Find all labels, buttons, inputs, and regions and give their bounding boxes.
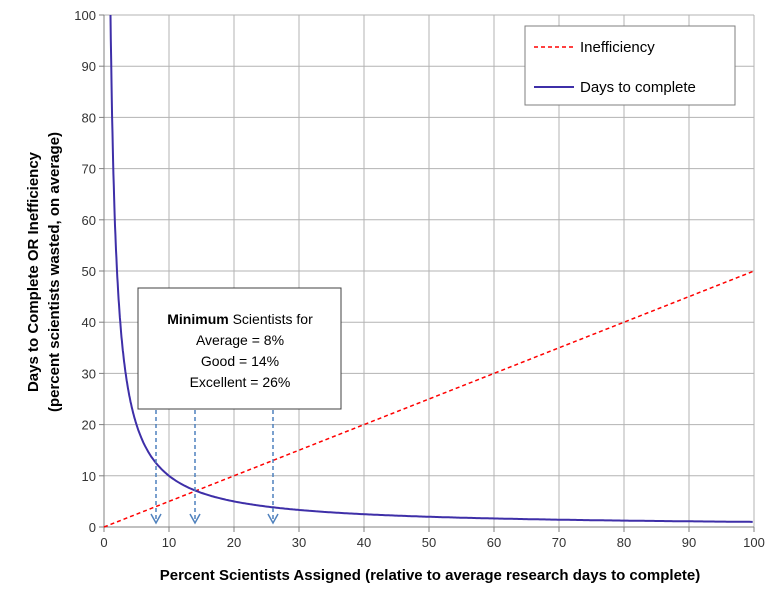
legend-label-inefficiency: Inefficiency	[580, 39, 655, 56]
annotation-box	[137, 287, 342, 410]
annotation-line-2: Average = 8%	[196, 332, 284, 348]
annotation-arrows	[150, 410, 279, 525]
y-tick-label: 100	[74, 8, 96, 23]
y-axis-title-line-1: Days to Complete OR Inefficiency	[25, 151, 42, 392]
annotation-line-1: Minimum Scientists for	[167, 311, 313, 327]
y-tick-label: 40	[82, 315, 96, 330]
y-tick-label: 0	[89, 520, 96, 535]
legend: Inefficiency Days to complete	[524, 25, 736, 106]
y-tick-label: 80	[82, 110, 96, 125]
x-tick-label: 70	[552, 535, 566, 550]
annotation-line-1-rest: Scientists for	[229, 311, 313, 327]
x-tick-label: 60	[487, 535, 501, 550]
x-tick-label: 0	[100, 535, 107, 550]
series-line-days-to-complete	[109, 14, 753, 523]
annotation-line-4: Excellent = 26%	[190, 374, 291, 390]
series-lines	[103, 14, 755, 528]
x-tick-label: 100	[743, 535, 765, 550]
y-tick-label: 90	[82, 59, 96, 74]
y-tick-label: 60	[82, 213, 96, 228]
y-tick-label: 50	[82, 264, 96, 279]
legend-label-days-to-complete: Days to complete	[580, 79, 696, 96]
tick-labels: 0 10 20 30 40 50 60 70 80 90 100 0 10 20 30 40 50 60 70 80 9…	[74, 8, 765, 550]
y-axis-title: Days to Complete OR Inefficiency (percen…	[25, 132, 63, 412]
y-tick-label: 70	[82, 162, 96, 177]
x-tick-label: 30	[292, 535, 306, 550]
x-tick-label: 20	[227, 535, 241, 550]
annotation-arrowhead-8	[150, 513, 162, 525]
annotation: Minimum Scientists for Average = 8% Good…	[137, 287, 342, 410]
x-tick-label: 90	[682, 535, 696, 550]
annotation-arrowhead-14	[189, 513, 201, 525]
series-line-inefficiency	[103, 270, 755, 528]
annotation-line-3: Good = 14%	[201, 353, 279, 369]
annotation-bold-word: Minimum	[167, 311, 228, 327]
x-tick-label: 40	[357, 535, 371, 550]
x-axis-title: Percent Scientists Assigned (relative to…	[160, 567, 701, 584]
x-tick-label: 10	[162, 535, 176, 550]
x-tick-label: 80	[617, 535, 631, 550]
y-tick-label: 30	[82, 366, 96, 381]
y-axis-title-line-2: (percent scientists wasted, on average)	[46, 132, 63, 412]
legend-box	[524, 25, 736, 106]
annotation-arrowhead-26	[267, 513, 279, 525]
y-tick-label: 20	[82, 418, 96, 433]
x-tick-label: 50	[422, 535, 436, 550]
y-tick-label: 10	[82, 469, 96, 484]
